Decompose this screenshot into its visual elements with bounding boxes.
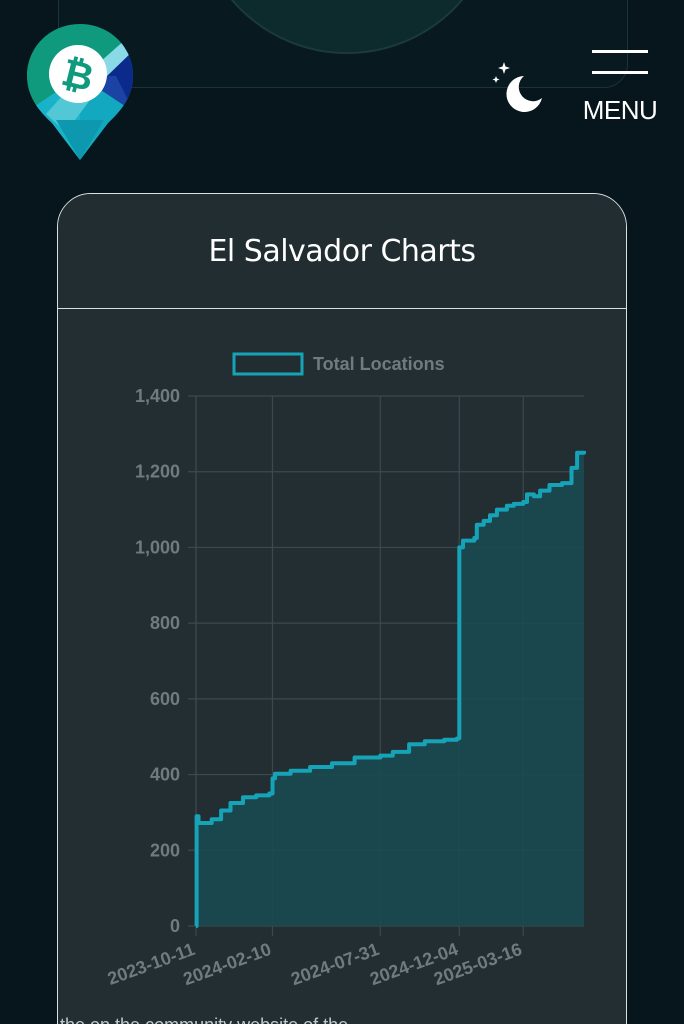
- bitcoin-cash-map-pin-logo-icon: ₿: [27, 24, 133, 160]
- y-tick-label: 400: [150, 765, 180, 785]
- series-area-fill: [196, 450, 584, 926]
- y-tick-label: 1,200: [135, 462, 180, 482]
- chart-legend[interactable]: Total Locations: [232, 352, 445, 376]
- line-chart: Total Locations 0 200 400 600 800 1,000 1,200 1…: [105, 352, 586, 989]
- hamburger-icon: [592, 50, 648, 74]
- chart-container: Total Locations 0 200 400 600 800 1,000 1,200 1…: [58, 310, 626, 1024]
- charts-card: El Salvador Charts Total Locations 0 200 4…: [57, 193, 627, 1024]
- x-tick-label: 2024-02-10: [180, 939, 273, 989]
- series-line: [194, 450, 586, 928]
- card-title: El Salvador Charts: [208, 233, 476, 269]
- y-tick-label: 600: [150, 689, 180, 709]
- chart-series-area: [194, 450, 586, 928]
- moon-stars-icon: [492, 62, 542, 112]
- y-tick-label: 800: [150, 613, 180, 633]
- menu-button[interactable]: MENU: [580, 44, 660, 128]
- legend-swatch[interactable]: [232, 352, 304, 376]
- theme-toggle-button[interactable]: [490, 58, 548, 114]
- menu-label: MENU: [582, 95, 658, 125]
- y-tick-label: 200: [150, 840, 180, 860]
- y-axis-ticks: 0 200 400 600 800 1,000 1,200 1,400: [135, 386, 180, 936]
- y-tick-label: 1,400: [135, 386, 180, 406]
- y-tick-label: 0: [170, 916, 180, 936]
- legend-label[interactable]: Total Locations: [313, 354, 445, 374]
- x-tick-label: 2024-07-31: [288, 939, 381, 989]
- site-logo[interactable]: ₿: [26, 22, 134, 162]
- y-tick-label: 1,000: [135, 537, 180, 557]
- card-header: El Salvador Charts: [58, 194, 626, 309]
- card-body-text: the on the community website of the ...: [60, 1016, 580, 1024]
